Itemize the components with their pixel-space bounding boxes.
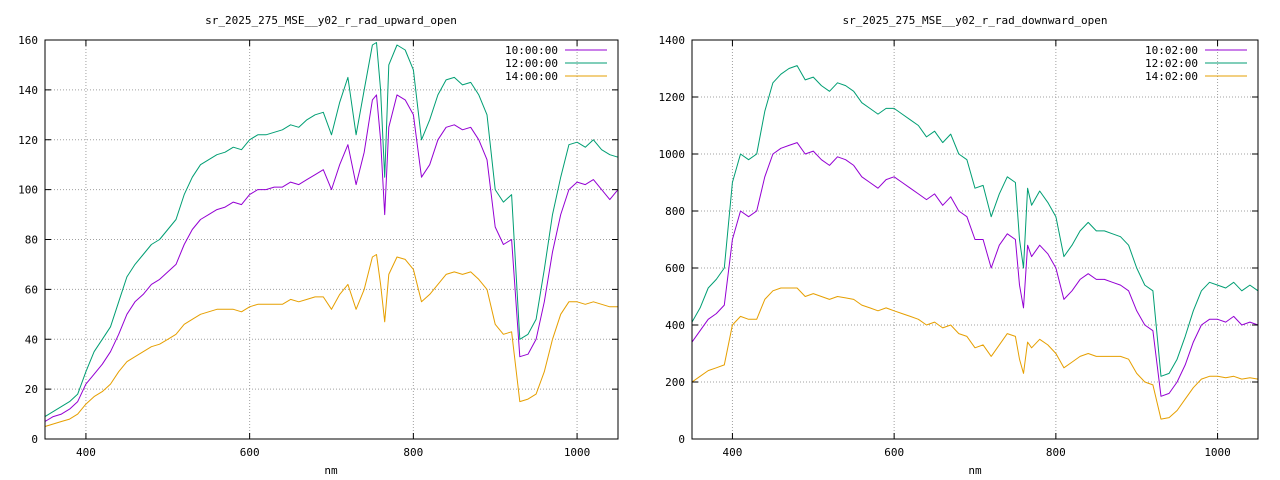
y-tick-label: 1400 xyxy=(659,34,686,47)
tick-labels: 400 600 800 1000 0 20 40 60 80 100 120 140 160 xyxy=(18,34,618,459)
y-tick-label: 0 xyxy=(678,433,685,446)
plot-frame xyxy=(44,39,619,440)
series-line-0 xyxy=(691,142,1259,397)
legend-label: 12:00:00 xyxy=(505,57,558,70)
x-tick-label: 600 xyxy=(240,446,260,459)
y-tick-label: 0 xyxy=(31,433,38,446)
x-tick-label: 1000 xyxy=(1204,446,1231,459)
series-line-1 xyxy=(691,65,1259,377)
y-tick-label: 160 xyxy=(18,34,38,47)
x-axis-label: nm xyxy=(324,464,338,477)
y-tick-label: 60 xyxy=(25,283,38,296)
series-lines xyxy=(44,42,619,427)
y-tick-label: 100 xyxy=(18,184,38,197)
y-tick-label: 200 xyxy=(665,376,685,389)
y-tick-label: 1200 xyxy=(659,91,686,104)
chart-title: sr_2025_275_MSE__y02_r_rad_downward_open xyxy=(843,14,1108,27)
chart-title: sr_2025_275_MSE__y02_r_rad_upward_open xyxy=(205,14,457,27)
y-tick-label: 20 xyxy=(25,383,38,396)
series-line-2 xyxy=(691,287,1259,420)
series-lines xyxy=(691,65,1259,420)
series-line-0 xyxy=(44,94,619,422)
y-tick-label: 800 xyxy=(665,205,685,218)
plot-frame xyxy=(691,39,1259,440)
y-tick-label: 80 xyxy=(25,234,38,247)
y-tick-label: 400 xyxy=(665,319,685,332)
y-tick-label: 120 xyxy=(18,134,38,147)
x-tick-label: 1000 xyxy=(564,446,591,459)
x-tick-label: 800 xyxy=(1046,446,1066,459)
x-axis-label: nm xyxy=(968,464,982,477)
legend-label: 14:00:00 xyxy=(505,70,558,83)
tick-labels: 400 600 800 1000 0 200 400 600 800 1000 1200 1400 xyxy=(659,34,1258,459)
chart-downward: sr_2025_275_MSE__y02_r_rad_downward_open… xyxy=(659,14,1259,477)
y-tick-label: 600 xyxy=(665,262,685,275)
legend-label: 10:00:00 xyxy=(505,44,558,57)
series-line-2 xyxy=(44,254,618,427)
y-tick-label: 40 xyxy=(25,333,38,346)
y-tick-label: 1000 xyxy=(659,148,686,161)
legend-label: 14:02:00 xyxy=(1145,70,1198,83)
x-tick-label: 400 xyxy=(722,446,742,459)
x-tick-label: 800 xyxy=(403,446,423,459)
y-tick-label: 140 xyxy=(18,84,38,97)
x-tick-label: 400 xyxy=(76,446,96,459)
chart-upward: sr_2025_275_MSE__y02_r_rad_upward_open 4… xyxy=(18,14,619,477)
series-line-1 xyxy=(44,42,619,418)
legend-label: 10:02:00 xyxy=(1145,44,1198,57)
grid-lines xyxy=(692,40,1258,439)
legend-label: 12:02:00 xyxy=(1145,57,1198,70)
grid-lines xyxy=(45,40,618,439)
x-tick-label: 600 xyxy=(884,446,904,459)
